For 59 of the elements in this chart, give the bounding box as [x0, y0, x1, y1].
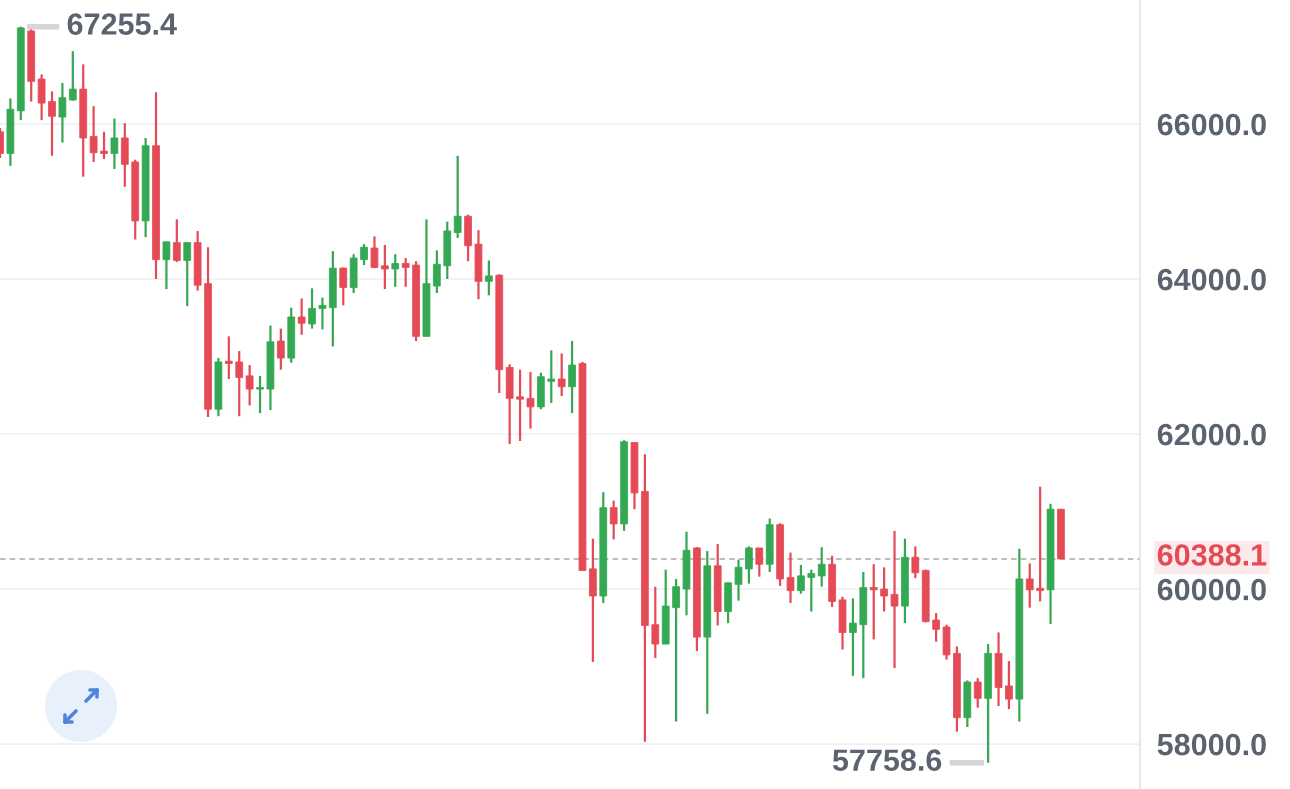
candlestick	[100, 130, 108, 160]
y-tick-label: 60000.0	[1157, 578, 1266, 601]
candlestick	[880, 566, 888, 613]
candlestick	[1005, 660, 1013, 711]
candlestick	[516, 368, 524, 443]
candlestick	[162, 240, 171, 291]
y-tick-label: 58000.0	[1157, 733, 1266, 756]
candlestick	[245, 363, 254, 407]
candlestick	[526, 370, 535, 430]
candlestick	[485, 259, 493, 297]
candlestick	[172, 218, 181, 264]
candlestick	[48, 90, 56, 157]
candlestick	[256, 374, 264, 415]
candlestick	[734, 558, 743, 602]
annotation: 57758.6	[832, 749, 942, 771]
candlestick	[755, 546, 764, 578]
candlestick	[609, 499, 618, 541]
candlestick	[672, 577, 680, 723]
candlestick	[235, 349, 244, 418]
candlestick	[318, 296, 327, 331]
candlestick	[797, 563, 805, 595]
candlestick	[817, 546, 826, 588]
candlestick	[849, 597, 857, 677]
candlestick	[807, 568, 816, 613]
y-tick-label: 64000.0	[1157, 268, 1266, 291]
candlestick	[58, 81, 67, 144]
candlestick	[276, 327, 285, 371]
candlestick	[183, 241, 192, 308]
candlestick	[786, 551, 795, 605]
candlestick	[89, 105, 98, 164]
candlestick	[370, 235, 379, 270]
candlestick	[433, 249, 441, 295]
candlestick	[110, 117, 119, 171]
annotation: 67255.4	[67, 13, 177, 35]
candlestick	[890, 529, 899, 670]
candlestick	[297, 297, 306, 336]
candlestick	[973, 677, 982, 709]
candlestick	[911, 545, 920, 580]
y-tick-label: 66000.0	[1157, 113, 1266, 136]
candlestick	[308, 287, 316, 330]
candlestick	[745, 545, 753, 585]
candlestick	[224, 335, 233, 381]
candlestick	[869, 563, 878, 641]
candlestick	[932, 611, 940, 643]
candlestick	[381, 243, 389, 291]
candlestick	[1036, 485, 1044, 603]
candlestick	[568, 339, 576, 415]
candlestick	[68, 50, 77, 102]
candlestick	[391, 253, 400, 288]
candlestick	[453, 154, 462, 240]
candlestick	[1025, 562, 1034, 609]
candlestick	[339, 266, 348, 307]
candlestick	[651, 585, 660, 660]
y-tick-label: 62000.0	[1157, 423, 1266, 446]
ref-line-label: 60388.1	[1157, 544, 1267, 566]
candlestick	[557, 352, 566, 398]
candlestick	[401, 256, 410, 288]
candlestick	[547, 349, 556, 405]
candlestick	[360, 243, 368, 267]
